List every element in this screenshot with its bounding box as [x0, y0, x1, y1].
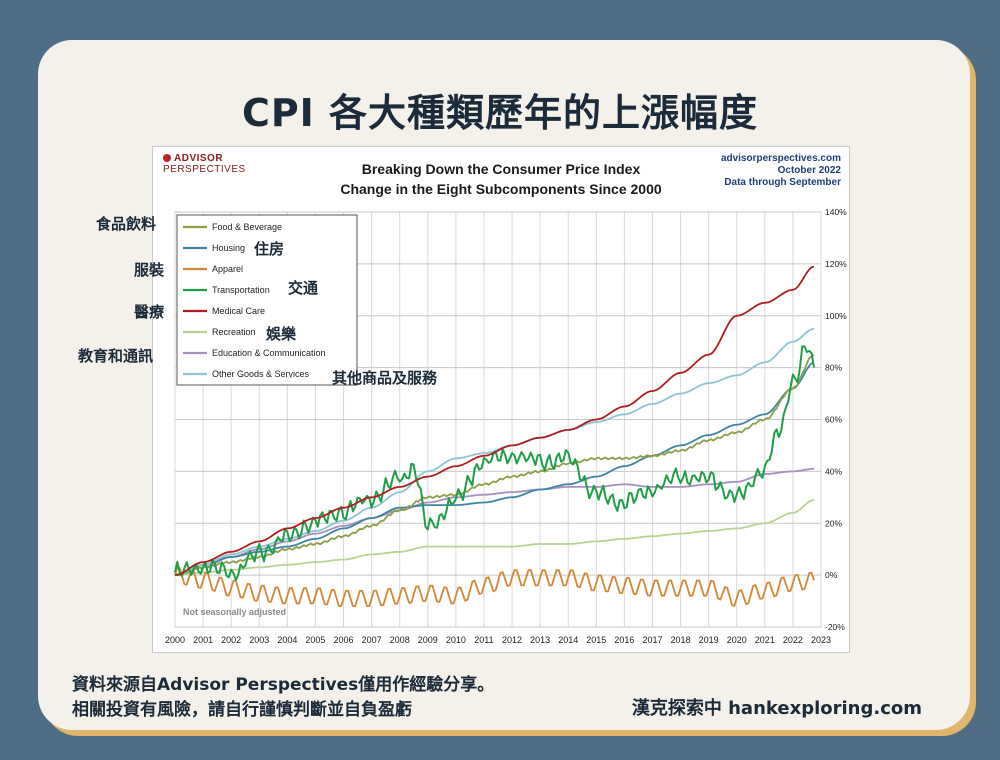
x-tick-label: 2000 [165, 635, 185, 645]
source-line-2: October 2022 [777, 165, 841, 176]
annotation-apparel: 服裝 [134, 261, 165, 279]
legend-label: Education & Communication [212, 348, 326, 358]
x-tick-label: 2002 [221, 635, 241, 645]
x-tick-label: 2009 [418, 635, 438, 645]
legend-label: Apparel [212, 264, 243, 274]
series-line-medical-care [174, 265, 815, 576]
advisor-perspectives-logo: ADVISOR PERSPECTIVES [163, 153, 246, 175]
x-tick-label: 2018 [671, 635, 691, 645]
chart-title: Breaking Down the Consumer Price Index [361, 161, 641, 177]
series-line-food-beverage [174, 354, 815, 577]
x-tick-label: 2007 [362, 635, 382, 645]
legend-label: Food & Beverage [212, 222, 282, 232]
footer-brand: 漢克探索中 hankexploring.com [631, 698, 922, 719]
chart-title-block: Breaking Down the Consumer Price Index C… [153, 159, 849, 199]
y-tick-label: -20% [825, 622, 845, 632]
x-tick-label: 2012 [502, 635, 522, 645]
x-tick-label: 2001 [193, 635, 213, 645]
chart-subtitle: Change in the Eight Subcomponents Since … [340, 181, 662, 197]
y-tick-label: 140% [825, 207, 847, 217]
x-tick-label: 2010 [446, 635, 466, 645]
y-tick-label: 20% [825, 518, 842, 528]
page-title: CPI 各大種類歷年的上漲幅度 [241, 91, 759, 135]
annotation-education: 教育和通訊 [78, 347, 154, 365]
y-tick-label: 120% [825, 259, 847, 269]
x-tick-label: 2005 [305, 635, 325, 645]
annotation-other: 其他商品及服務 [332, 369, 438, 387]
annotation-food: 食品飲料 [96, 215, 157, 233]
x-tick-label: 2023 [811, 635, 831, 645]
legend-box [176, 214, 358, 386]
y-tick-label: 100% [825, 311, 847, 321]
x-tick-label: 2019 [699, 635, 719, 645]
annotation-recreation: 娛樂 [266, 325, 297, 343]
x-tick-label: 2015 [586, 635, 606, 645]
series-line-housing [174, 361, 815, 576]
series-line-apparel [174, 566, 815, 607]
footer-disclaimer: 相關投資有風險，請自行謹慎判斷並自負盈虧 [72, 700, 412, 720]
legend-label: Recreation [212, 327, 256, 337]
y-tick-label: 80% [825, 363, 842, 373]
logo-mark-icon [163, 154, 171, 163]
x-tick-label: 2020 [727, 635, 747, 645]
legend-label: Housing [212, 243, 245, 253]
legend-label: Medical Care [212, 306, 265, 316]
cpi-line-chart: 2000 2001 2002 2003 2004 2005 2006 2007 2008 2009… [165, 207, 847, 645]
y-tick-label: 60% [825, 415, 842, 425]
legend-label: Other Goods & Services [212, 369, 310, 379]
series-line-education-communication [174, 467, 815, 576]
chart-source: advisorperspectives.com October 2022 Dat… [721, 153, 841, 189]
x-tick-label: 2013 [530, 635, 550, 645]
annotation-medical: 醫療 [134, 303, 165, 321]
source-line-1: advisorperspectives.com [720, 153, 841, 164]
source-line-3: Data through September [724, 177, 841, 188]
series-line-recreation [175, 499, 815, 576]
annotation-transport: 交通 [288, 279, 319, 297]
logo-text-1: ADVISOR [174, 153, 224, 164]
x-tick-label: 2011 [474, 635, 493, 645]
x-tick-label: 2004 [277, 635, 297, 645]
x-tick-label: 2021 [755, 635, 775, 645]
logo-text-2: PERSPECTIVES [163, 164, 246, 175]
x-tick-label: 2008 [390, 635, 410, 645]
x-tick-label: 2022 [783, 635, 803, 645]
annotation-housing: 住房 [254, 240, 285, 258]
not-seasonally-adjusted-note: Not seasonally adjusted [183, 607, 286, 617]
footer-source: 資料來源自Advisor Perspectives僅用作經驗分享。 [72, 675, 495, 695]
x-tick-label: 2003 [249, 635, 269, 645]
chart-frame: ADVISOR PERSPECTIVES Breaking Down the C… [152, 146, 850, 653]
legend-label: Transportation [212, 285, 270, 295]
x-tick-label: 2014 [558, 635, 578, 645]
x-tick-label: 2016 [614, 635, 634, 645]
y-tick-label: 40% [825, 466, 842, 476]
x-tick-label: 2017 [642, 635, 662, 645]
y-tick-label: 0% [825, 570, 838, 580]
x-tick-label: 2006 [334, 635, 354, 645]
